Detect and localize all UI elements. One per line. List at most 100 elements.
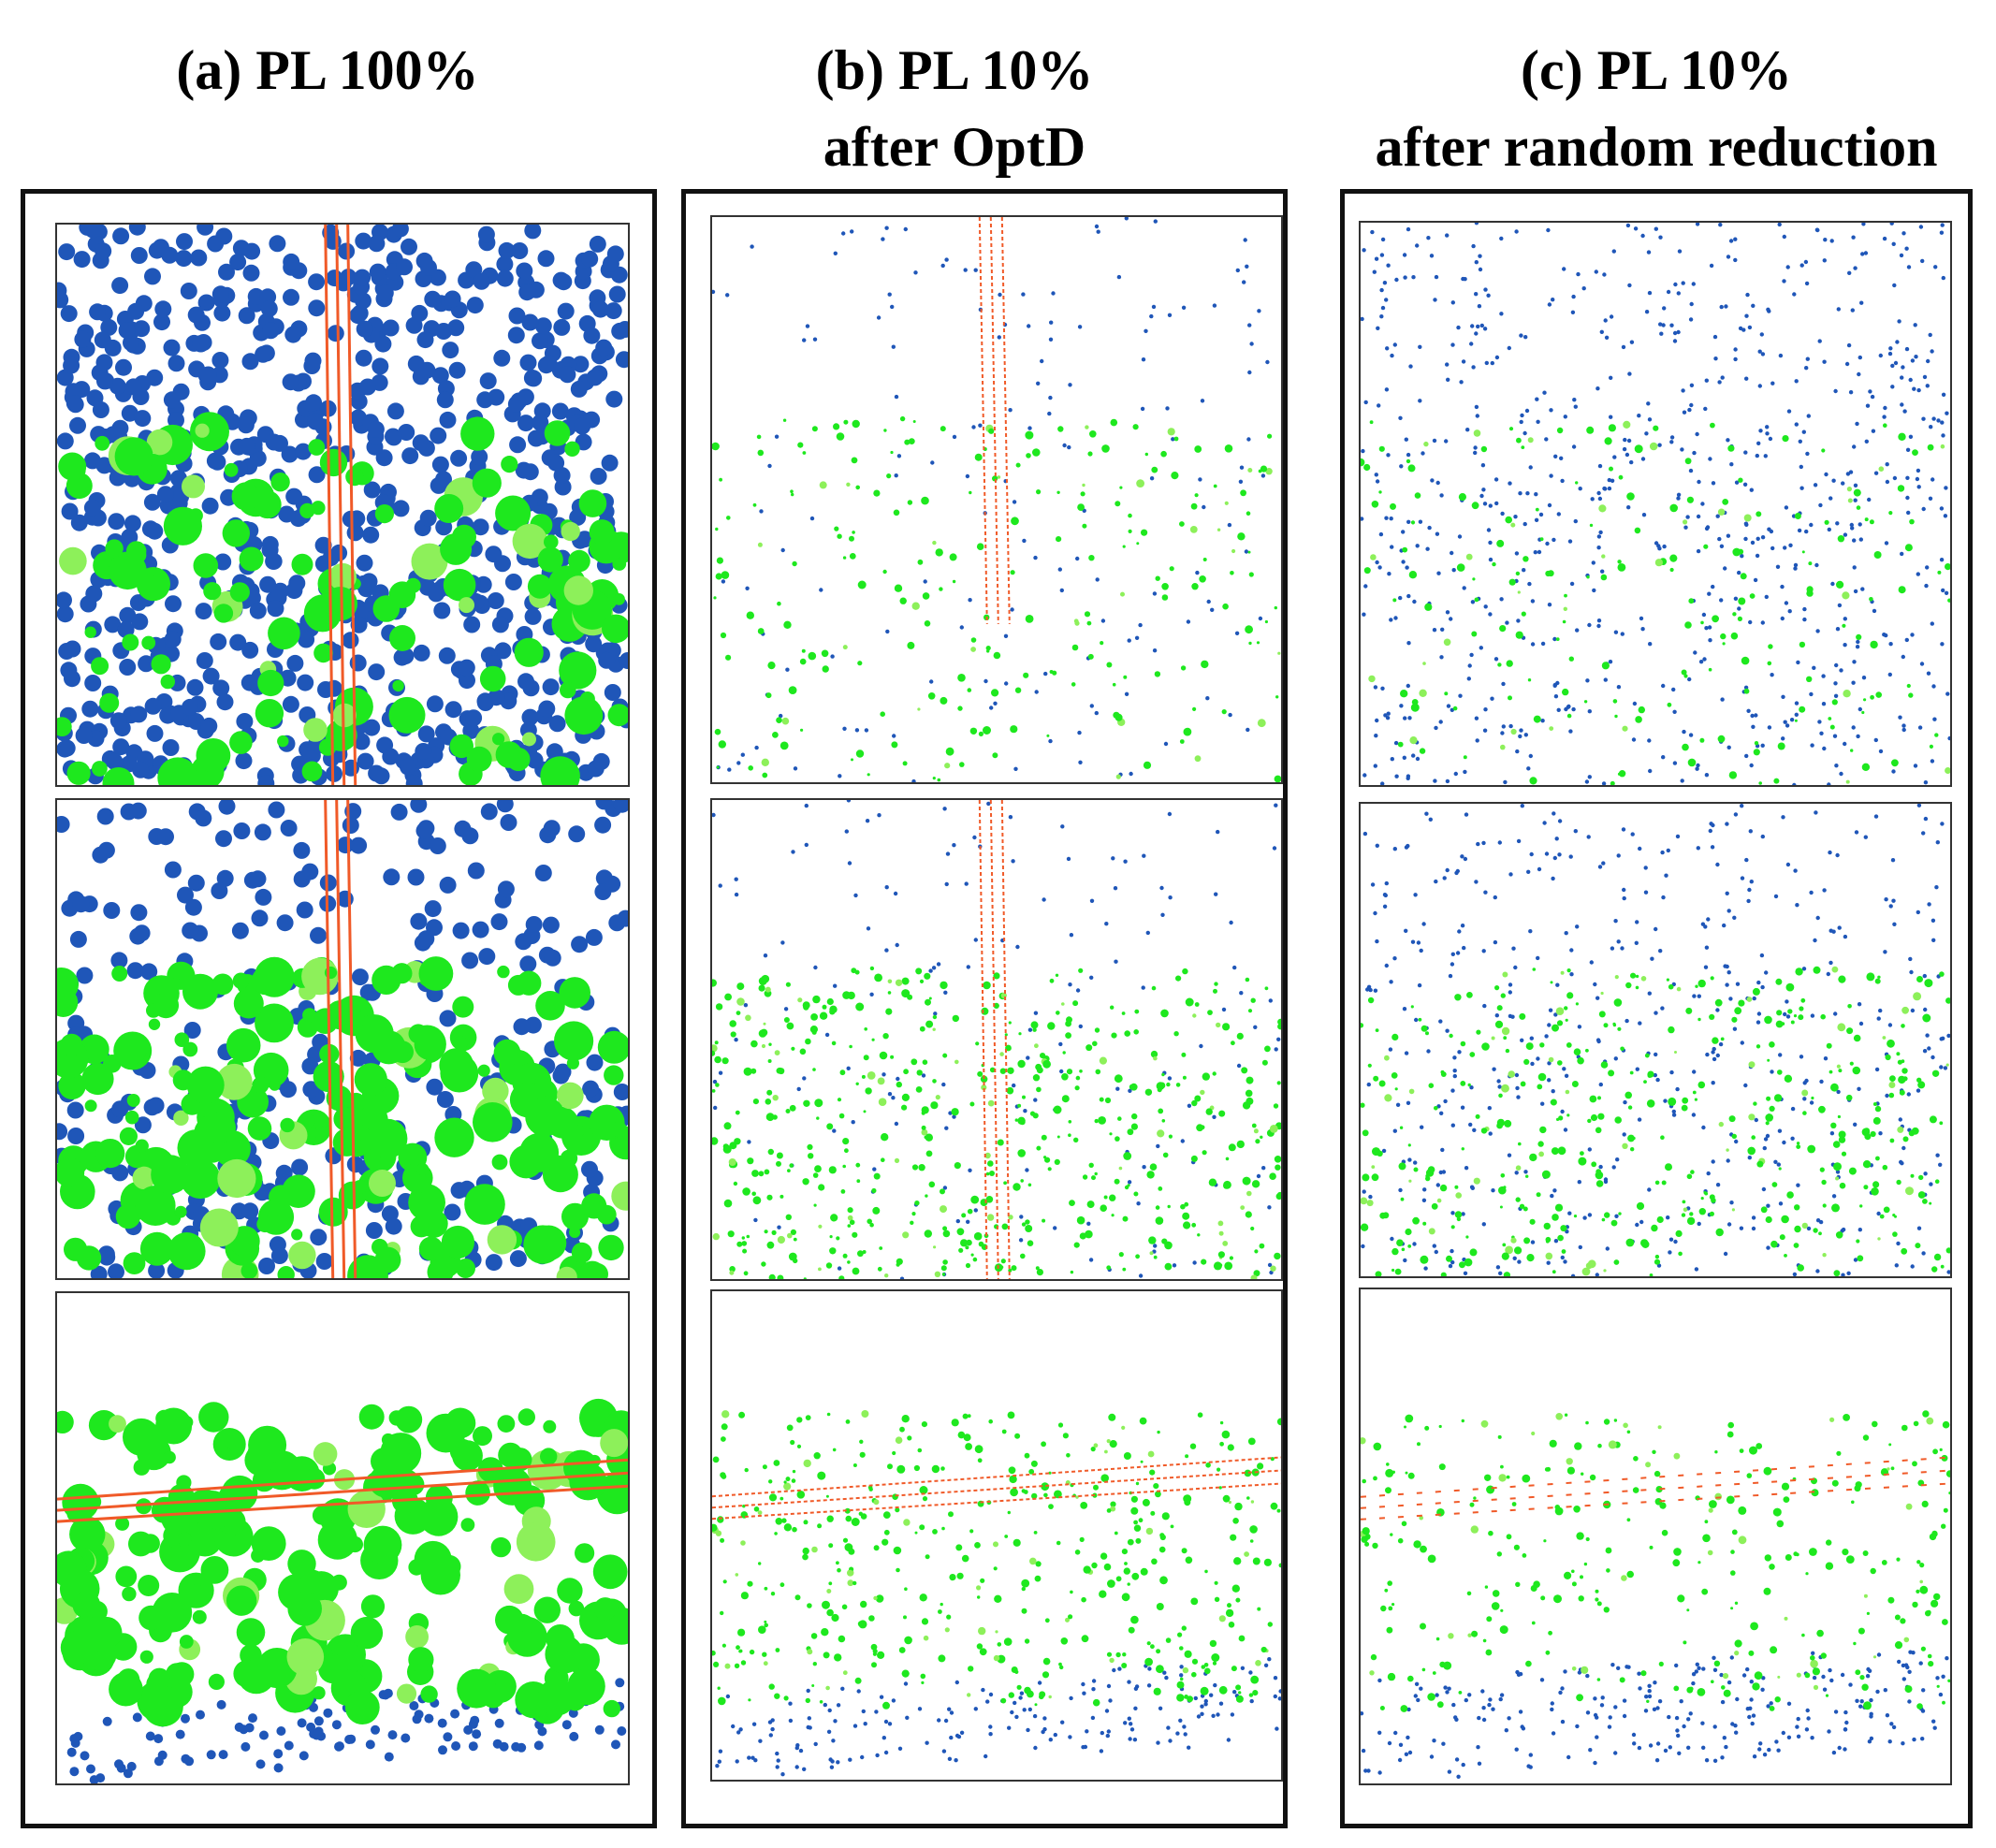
vegetation-point <box>1522 556 1529 562</box>
vegetation-point <box>408 1647 434 1673</box>
ground-point <box>175 1729 185 1739</box>
ground-point <box>727 767 732 772</box>
ground-point <box>542 678 560 696</box>
ground-point <box>1899 253 1904 258</box>
ground-point <box>1938 1162 1943 1167</box>
ground-point <box>1483 707 1488 712</box>
ground-point <box>1641 513 1647 517</box>
ground-point <box>1939 558 1945 562</box>
vegetation-point <box>1173 436 1179 442</box>
vegetation-point <box>182 973 218 1010</box>
vegetation-point <box>987 1160 994 1167</box>
ground-point <box>1486 528 1492 532</box>
ground-point <box>1822 746 1827 751</box>
vegetation-point <box>1099 1097 1104 1102</box>
ground-point <box>1432 1244 1436 1248</box>
ground-point <box>1560 1109 1565 1114</box>
ground-point <box>195 603 212 620</box>
ground-point <box>1946 1033 1950 1039</box>
vegetation-point <box>872 1206 881 1215</box>
vegetation-point <box>989 1171 995 1176</box>
vegetation-point <box>927 692 936 700</box>
ground-point <box>382 748 400 765</box>
vegetation-point <box>803 1459 811 1468</box>
ground-point <box>1569 948 1574 953</box>
ground-point <box>229 633 247 651</box>
vegetation-point <box>862 1250 867 1254</box>
vegetation-point <box>557 1082 584 1110</box>
ground-point <box>1799 1055 1804 1059</box>
vegetation-point <box>1378 490 1382 494</box>
ground-point <box>1445 1028 1450 1033</box>
vegetation-point <box>1452 706 1458 711</box>
ground-point <box>1059 1069 1064 1074</box>
ground-point <box>1743 536 1748 542</box>
ground-point <box>1751 303 1756 308</box>
vegetation-point <box>1422 662 1426 665</box>
vegetation-point <box>1066 1453 1071 1458</box>
ground-point <box>1785 265 1790 269</box>
ground-point <box>954 1680 959 1685</box>
ground-point <box>522 679 540 697</box>
ground-point <box>233 822 251 839</box>
ground-point <box>1685 515 1690 519</box>
ground-point <box>1484 360 1489 366</box>
ground-point <box>1144 328 1148 333</box>
ground-point <box>1584 779 1590 784</box>
vegetation-point <box>1518 1142 1522 1146</box>
ground-point <box>1757 384 1762 388</box>
ground-point <box>1596 534 1602 539</box>
ground-point <box>524 225 542 240</box>
ground-point <box>1463 769 1467 775</box>
vegetation-point <box>1517 590 1521 594</box>
ground-point <box>798 1748 804 1753</box>
ground-point <box>592 752 610 770</box>
ground-point <box>1812 665 1816 670</box>
vegetation-point <box>980 1075 988 1084</box>
power-line <box>712 1456 1281 1498</box>
ground-point <box>1615 1157 1620 1162</box>
vegetation-point <box>844 1148 849 1154</box>
vegetation-point <box>937 778 941 782</box>
ground-point <box>1597 865 1603 869</box>
ground-point <box>1643 866 1648 870</box>
vegetation-point <box>392 679 404 692</box>
vegetation-point <box>723 1122 732 1130</box>
vegetation-point <box>989 1067 996 1073</box>
vegetation-point <box>1275 695 1279 699</box>
ground-point <box>1105 1733 1110 1739</box>
vegetation-point <box>1515 631 1523 639</box>
ground-point <box>1826 971 1830 977</box>
vegetation-point <box>721 1474 727 1479</box>
vegetation-point <box>1562 619 1566 624</box>
ground-point <box>218 1750 228 1760</box>
vegetation-point <box>215 1063 253 1100</box>
ground-point <box>1547 1061 1552 1066</box>
vegetation-point <box>213 604 234 623</box>
ground-point <box>249 602 267 619</box>
vegetation-point <box>138 1605 164 1631</box>
ground-point <box>1461 276 1465 282</box>
ground-point <box>1540 719 1545 723</box>
vegetation-point <box>1153 1255 1158 1259</box>
vegetation-point <box>1009 1475 1017 1484</box>
vegetation-point <box>233 988 264 1019</box>
vegetation-point <box>1091 1175 1096 1181</box>
point-cloud-image <box>57 1398 628 1783</box>
vegetation-point <box>896 1567 900 1573</box>
ground-point <box>1718 223 1723 227</box>
vegetation-point <box>481 1684 505 1709</box>
vegetation-point <box>1270 1265 1276 1272</box>
vegetation-point <box>434 494 464 523</box>
vegetation-point <box>173 1110 189 1126</box>
ground-point <box>374 335 392 353</box>
ground-point <box>1691 1113 1697 1117</box>
ground-point <box>1891 241 1896 246</box>
ground-point <box>1910 1008 1916 1013</box>
vegetation-point <box>1177 1632 1183 1637</box>
ground-point <box>1837 925 1842 930</box>
ground-point <box>725 1694 731 1699</box>
ground-point <box>1181 305 1187 310</box>
vegetation-point <box>139 1650 153 1664</box>
vegetation-point <box>1246 1496 1250 1500</box>
